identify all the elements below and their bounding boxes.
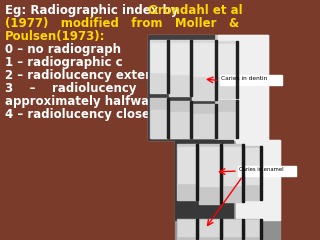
Bar (169, 40, 191, 96)
Bar (236, 100, 238, 138)
Bar (220, 144, 222, 204)
Bar (151, 110, 167, 138)
Bar (200, 147, 220, 186)
Bar (178, 220, 196, 236)
Bar (175, 218, 280, 240)
Bar (148, 35, 214, 140)
Bar (242, 219, 244, 239)
Bar (200, 220, 220, 236)
Text: Eg: Radiographic index by: Eg: Radiographic index by (5, 4, 183, 17)
Bar (245, 146, 261, 200)
Bar (151, 43, 167, 72)
Bar (199, 219, 221, 239)
Bar (246, 220, 260, 236)
Text: 2 – radiolucency extending to the DEJ: 2 – radiolucency extending to the DEJ (5, 69, 253, 82)
Bar (220, 75, 282, 85)
Bar (260, 146, 262, 200)
Bar (190, 40, 192, 96)
Text: Grondahl et al: Grondahl et al (148, 4, 243, 17)
Bar (217, 41, 237, 98)
Bar (196, 219, 198, 239)
Bar (236, 41, 238, 98)
Bar (223, 144, 243, 202)
Bar (224, 220, 242, 236)
Bar (177, 219, 197, 239)
Bar (196, 144, 198, 200)
Bar (193, 114, 215, 138)
Bar (224, 147, 242, 185)
Bar (190, 101, 192, 138)
Text: 4 – radiolucency close to: 4 – radiolucency close to (5, 108, 168, 121)
Bar (238, 166, 296, 176)
Bar (199, 144, 221, 204)
Bar (218, 112, 236, 138)
Text: Caries in dentin: Caries in dentin (220, 76, 267, 81)
Text: Caries in enamel: Caries in enamel (239, 167, 284, 172)
Text: (1977)   modified   from   Moller   &: (1977) modified from Moller & (5, 17, 239, 30)
Bar (150, 40, 168, 93)
Text: 3    –    radiolucency    penetrating: 3 – radiolucency penetrating (5, 82, 232, 95)
Bar (260, 219, 262, 239)
Bar (192, 104, 216, 138)
Bar (170, 43, 190, 74)
Bar (215, 104, 217, 138)
Bar (192, 40, 216, 100)
Text: 1 – radiographic c: 1 – radiographic c (5, 56, 123, 69)
Bar (218, 44, 236, 75)
Bar (167, 98, 169, 138)
Bar (223, 219, 243, 239)
Bar (236, 140, 280, 220)
Text: approximately halfway: approximately halfway (5, 95, 156, 108)
Bar (167, 40, 169, 93)
Bar (246, 148, 260, 184)
Bar (245, 219, 261, 239)
Bar (193, 43, 215, 76)
Bar (218, 35, 268, 140)
Bar (150, 98, 168, 138)
Bar (217, 100, 237, 138)
Text: Poulsen(1973):: Poulsen(1973): (5, 30, 106, 43)
Bar (169, 101, 191, 138)
Bar (242, 144, 244, 202)
Bar (177, 144, 197, 200)
Bar (220, 219, 222, 239)
Bar (178, 147, 196, 183)
Text: 0 – no radiograph: 0 – no radiograph (5, 43, 121, 56)
Bar (175, 140, 280, 220)
Bar (175, 140, 233, 220)
Bar (148, 35, 268, 140)
Bar (170, 112, 190, 138)
Bar (215, 40, 217, 100)
